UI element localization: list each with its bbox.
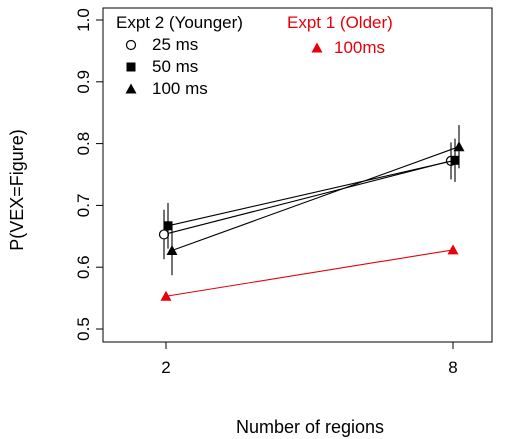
plot-frame	[102, 7, 493, 343]
legend: Expt 2 (Younger) 25 ms 50 ms 100 ms Expt 1 (…	[116, 13, 393, 98]
legend-entry: 100 ms	[152, 79, 208, 98]
chart-marks	[158, 125, 465, 301]
data-point	[163, 221, 173, 231]
legend-title-older: Expt 1 (Older)	[287, 13, 393, 32]
y-axis-title: P(VEX=Figure)	[7, 129, 27, 251]
series-line	[163, 160, 452, 235]
legend-marker	[125, 83, 137, 94]
series-100ms	[160, 244, 459, 301]
y-tick-label: 0.8	[74, 132, 93, 156]
x-tick-label: 8	[448, 358, 457, 377]
y-tick-label: 0.9	[74, 70, 93, 94]
data-point	[453, 141, 465, 152]
legend-marker	[126, 62, 136, 72]
y-tick-label: 1.0	[74, 8, 93, 32]
legend-entry: 100ms	[334, 38, 385, 57]
series-line	[171, 146, 460, 252]
series-25-ms	[158, 142, 457, 260]
y-tick-label: 0.5	[74, 317, 93, 341]
legend-marker	[125, 39, 137, 51]
series-100-ms	[166, 125, 465, 276]
data-point	[160, 290, 172, 301]
series-50-ms	[163, 138, 460, 249]
series-line	[167, 159, 456, 227]
data-point	[158, 229, 170, 240]
legend-marker	[311, 42, 323, 53]
axes: 0.5 0.6 0.7 0.8 0.9 1.0 2 8	[74, 7, 493, 377]
y-tick-label: 0.6	[74, 255, 93, 279]
data-point	[447, 244, 459, 255]
data-point	[450, 155, 460, 165]
legend-entry: 25 ms	[152, 35, 198, 54]
data-point	[166, 245, 178, 256]
x-axis-title: Number of regions	[236, 417, 384, 437]
legend-entry: 50 ms	[152, 57, 198, 76]
series-line	[165, 249, 454, 297]
y-tick-label: 0.7	[74, 194, 93, 218]
legend-title-younger: Expt 2 (Younger)	[116, 13, 243, 32]
x-tick-label: 2	[161, 358, 170, 377]
